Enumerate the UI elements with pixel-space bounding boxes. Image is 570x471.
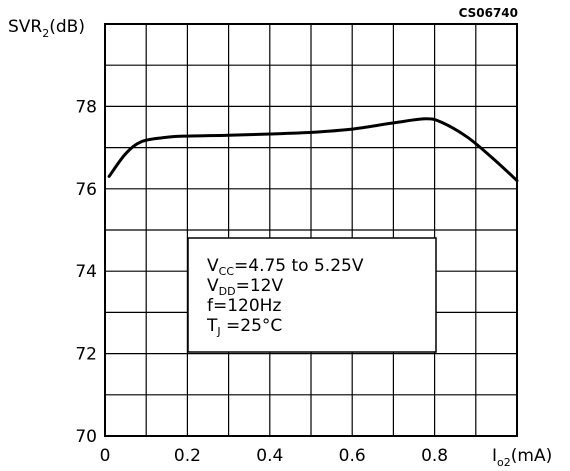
condition-line: VCC=4.75 to 5.25V [207,256,364,278]
y-tick-label: 70 [75,427,97,447]
condition-line: f=120Hz [207,296,281,316]
grid-lines [105,24,517,436]
y-axis-title: SVR2(dB) [8,17,85,40]
y-tick-label: 78 [75,97,97,117]
x-tick-label: 0.4 [256,446,283,466]
condition-line: VDD=12V [207,276,283,298]
x-tick-label: 0 [100,446,111,466]
y-axis-title-main: SVR [8,17,42,37]
x-axis-title-sub: o2 [497,456,511,469]
y-tick-label: 74 [75,262,97,282]
y-tick-labels: 70 72 74 76 78 [75,97,97,447]
y-tick-label: 72 [75,345,97,365]
condition-line: TJ =25°C [206,316,282,338]
x-axis-title-main: I [492,446,497,466]
figure-code-label: CS06740 [459,6,518,20]
x-tick-label: 0.6 [339,446,366,466]
plot-frame [104,23,518,437]
x-axis-title: Io2(mA) [492,446,552,469]
y-tick-label: 76 [75,180,97,200]
x-tick-label: 0.2 [174,446,201,466]
conditions-box [187,237,437,353]
x-tick-labels: 0 0.2 0.4 0.6 0.8 [100,446,449,466]
y-axis-title-sub: 2 [42,27,49,40]
y-axis-title-unit: (dB) [49,17,85,37]
series-line-svr [107,117,519,183]
x-tick-label: 0.8 [421,446,448,466]
x-axis-title-unit: (mA) [511,446,552,466]
